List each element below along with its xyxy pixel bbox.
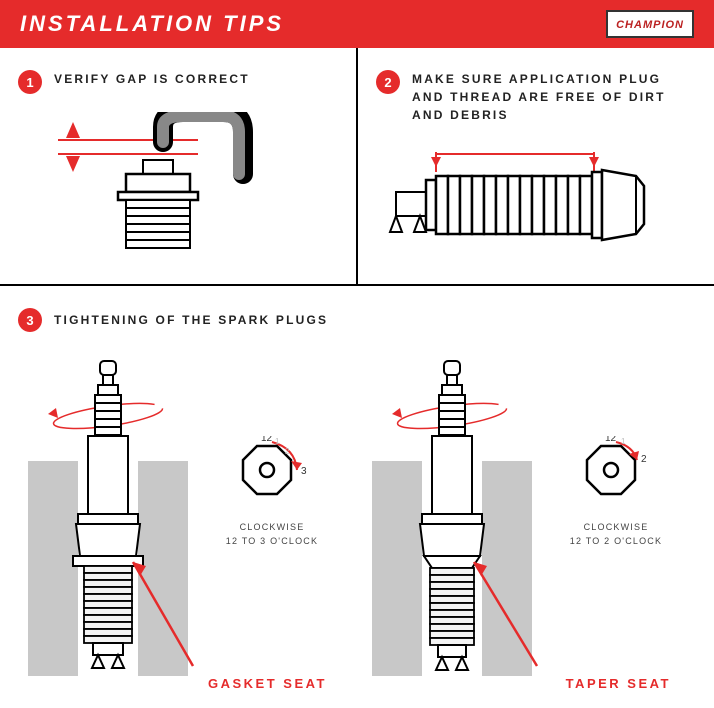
step-title: TIGHTENING OF THE SPARK PLUGS: [54, 311, 328, 329]
panel-step-3: 3 TIGHTENING OF THE SPARK PLUGS: [0, 286, 714, 708]
panel-step-2: 2 MAKE SURE APPLICATION PLUG AND THREAD …: [358, 48, 714, 284]
dial-caption: CLOCKWISE 12 TO 3 O'CLOCK: [222, 521, 322, 548]
step-number-badge: 2: [376, 70, 400, 94]
svg-text:12: 12: [605, 436, 617, 444]
gasket-plug-illustration: [18, 356, 198, 676]
svg-text:1: 1: [275, 437, 280, 446]
svg-text:3: 3: [301, 466, 307, 477]
svg-text:2: 2: [641, 454, 647, 465]
svg-text:2: 2: [285, 447, 290, 456]
step-title: VERIFY GAP IS CORRECT: [54, 70, 250, 88]
step-header: 1 VERIFY GAP IS CORRECT: [18, 70, 338, 94]
dial-caption: CLOCKWISE 12 TO 2 O'CLOCK: [566, 521, 666, 548]
octagon-dial-icon: 12 2 1: [571, 436, 661, 516]
svg-text:12: 12: [261, 436, 273, 444]
gap-illustration: [18, 112, 298, 252]
step-title: MAKE SURE APPLICATION PLUG AND THREAD AR…: [412, 70, 696, 124]
gasket-seat-column: 12 3 1 2 CLOCKWISE 12 TO 3 O'CLOCK GASKE…: [18, 356, 352, 686]
clock-dial-gasket: 12 3 1 2 CLOCKWISE 12 TO 3 O'CLOCK: [222, 436, 322, 548]
step-number-badge: 1: [18, 70, 42, 94]
step-number-badge: 3: [18, 308, 42, 332]
panel-step-1: 1 VERIFY GAP IS CORRECT: [0, 48, 358, 284]
seat-label-taper: TAPER SEAT: [566, 676, 671, 691]
thread-illustration: [376, 142, 676, 262]
step-header: 3 TIGHTENING OF THE SPARK PLUGS: [18, 308, 696, 332]
brand-logo: CHAMPION: [606, 10, 694, 38]
logo-text: CHAMPION: [616, 19, 684, 31]
page-title: INSTALLATION TIPS: [20, 11, 284, 37]
seat-label-gasket: GASKET SEAT: [208, 676, 327, 691]
taper-plug-illustration: [362, 356, 542, 676]
top-row: 1 VERIFY GAP IS CORRECT 2 MAKE SURE APPL…: [0, 48, 714, 284]
octagon-dial-icon: 12 3 1 2: [227, 436, 317, 516]
step-header: 2 MAKE SURE APPLICATION PLUG AND THREAD …: [376, 70, 696, 124]
header-bar: INSTALLATION TIPS CHAMPION: [0, 0, 714, 48]
plug-comparison-row: 12 3 1 2 CLOCKWISE 12 TO 3 O'CLOCK GASKE…: [18, 356, 696, 686]
taper-seat-column: 12 2 1 CLOCKWISE 12 TO 2 O'CLOCK TAPER S…: [362, 356, 696, 686]
svg-text:1: 1: [621, 437, 626, 446]
clock-dial-taper: 12 2 1 CLOCKWISE 12 TO 2 O'CLOCK: [566, 436, 666, 548]
